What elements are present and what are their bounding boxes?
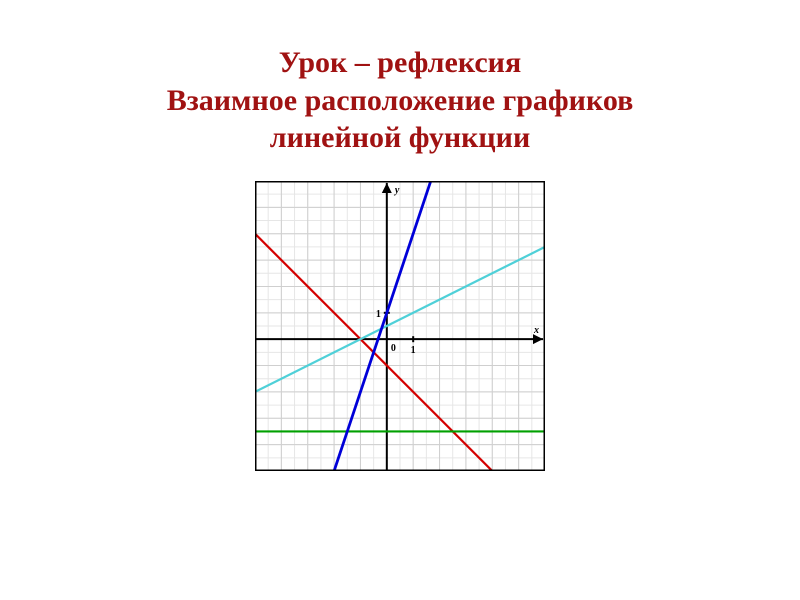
title-line: Взаимное расположение графиков — [0, 82, 800, 120]
title-line: Урок – рефлексия — [0, 44, 800, 82]
linear-functions-chart: 0 1 1 у х — [255, 181, 545, 471]
svg-text:1: 1 — [376, 308, 381, 319]
svg-text:х: х — [533, 325, 539, 336]
chart-area: 0 1 1 у х — [0, 181, 800, 476]
svg-text:1: 1 — [411, 345, 416, 356]
page-title: Урок – рефлексияВзаимное расположение гр… — [0, 0, 800, 157]
svg-text:0: 0 — [391, 343, 396, 354]
title-line: линейной функции — [0, 119, 800, 157]
svg-text:у: у — [394, 185, 400, 196]
